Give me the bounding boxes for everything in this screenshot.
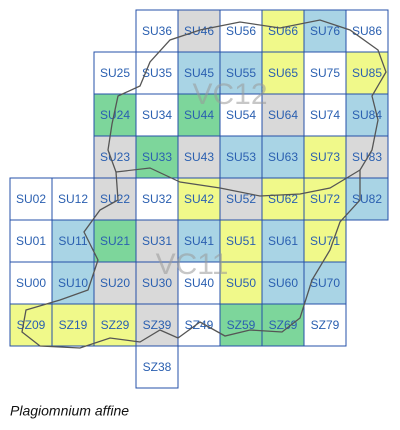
grid-cell (219, 303, 263, 347)
caption: Plagiomnium affine (10, 403, 129, 419)
cell-label: SU22 (100, 192, 130, 206)
cell-label: SU34 (142, 108, 172, 122)
cell-label: SZ09 (17, 318, 46, 332)
grid-cell (135, 303, 179, 347)
grid-cell (177, 261, 221, 305)
cell-label: SU33 (142, 150, 172, 164)
region-label: VC11 (156, 248, 229, 281)
cell-label: SU76 (310, 24, 340, 38)
cell-label: SU12 (58, 192, 88, 206)
grid-cell (219, 177, 263, 221)
cell-label: SU74 (310, 108, 340, 122)
cell-label: SU46 (184, 24, 214, 38)
cell-label: SU23 (100, 150, 130, 164)
cell-label: SU20 (100, 276, 130, 290)
grid-cell (93, 261, 137, 305)
cell-label: SU73 (310, 150, 340, 164)
cell-label: SU35 (142, 66, 172, 80)
cell-label: SU65 (268, 66, 298, 80)
cell-label: SU85 (352, 66, 382, 80)
cell-label: SU31 (142, 234, 172, 248)
grid-cell (51, 303, 95, 347)
cell-label: SU86 (352, 24, 382, 38)
grid-cell (261, 261, 305, 305)
cell-label: SU41 (184, 234, 214, 248)
grid-cell (345, 135, 389, 179)
cell-label: SU56 (226, 24, 256, 38)
region-boundary (115, 167, 361, 197)
cell-label: SU52 (226, 192, 256, 206)
cell-label: SU40 (184, 276, 214, 290)
grid-cell (51, 177, 95, 221)
cell-label: SU10 (58, 276, 88, 290)
grid-cell (177, 93, 221, 137)
cell-label: SU45 (184, 66, 214, 80)
cell-label: SU54 (226, 108, 256, 122)
cell-label: SU51 (226, 234, 256, 248)
cell-label: SU53 (226, 150, 256, 164)
county-outline (21, 19, 387, 349)
cell-label: SU36 (142, 24, 172, 38)
grid-cell (135, 177, 179, 221)
cell-label: SU00 (16, 276, 46, 290)
cell-label: SZ29 (101, 318, 130, 332)
grid-cell (135, 93, 179, 137)
cell-label: SU55 (226, 66, 256, 80)
grid-cell (177, 135, 221, 179)
cell-label: SU64 (268, 108, 298, 122)
cell-label: SU72 (310, 192, 340, 206)
cell-label: SZ79 (311, 318, 340, 332)
cell-label: SZ69 (269, 318, 298, 332)
grid-cell (345, 9, 389, 53)
cell-label: SU70 (310, 276, 340, 290)
grid-cell (261, 51, 305, 95)
grid-cell (219, 93, 263, 137)
cell-label: SU01 (16, 234, 46, 248)
cell-label: SU63 (268, 150, 298, 164)
cell-label: SZ38 (143, 360, 172, 374)
cell-label: SU24 (100, 108, 130, 122)
cell-label: SU11 (58, 234, 87, 248)
cell-label: SU50 (226, 276, 256, 290)
grid-cell (177, 303, 221, 347)
cell-label: SU32 (142, 192, 172, 206)
region-label: VC12 (192, 78, 267, 111)
grid-cell (93, 51, 137, 95)
grid-cell (303, 303, 347, 347)
grid-cell (135, 9, 179, 53)
grid-cell (135, 51, 179, 95)
cell-label: SU84 (352, 108, 382, 122)
grid-cell (135, 261, 179, 305)
cell-label: SZ39 (143, 318, 172, 332)
cell-label: SU71 (310, 234, 340, 248)
cell-label: SU30 (142, 276, 172, 290)
cell-label: SU42 (184, 192, 214, 206)
grid-cell (135, 345, 179, 389)
cell-label: SU60 (268, 276, 298, 290)
cell-label: SU61 (268, 234, 298, 248)
cell-label: SU25 (100, 66, 130, 80)
cell-label: SZ59 (227, 318, 256, 332)
grid-cell (261, 93, 305, 137)
cell-label: SU44 (184, 108, 214, 122)
grid-cell (345, 177, 389, 221)
cell-label: SZ19 (59, 318, 88, 332)
grid-cell (219, 261, 263, 305)
grid-cell (219, 135, 263, 179)
cell-label: SU75 (310, 66, 340, 80)
cell-label: SU21 (100, 234, 130, 248)
grid-cell (345, 93, 389, 137)
grid-cell (303, 219, 347, 263)
cell-label: SU43 (184, 150, 214, 164)
grid-cell (177, 51, 221, 95)
cell-label: SU02 (16, 192, 46, 206)
